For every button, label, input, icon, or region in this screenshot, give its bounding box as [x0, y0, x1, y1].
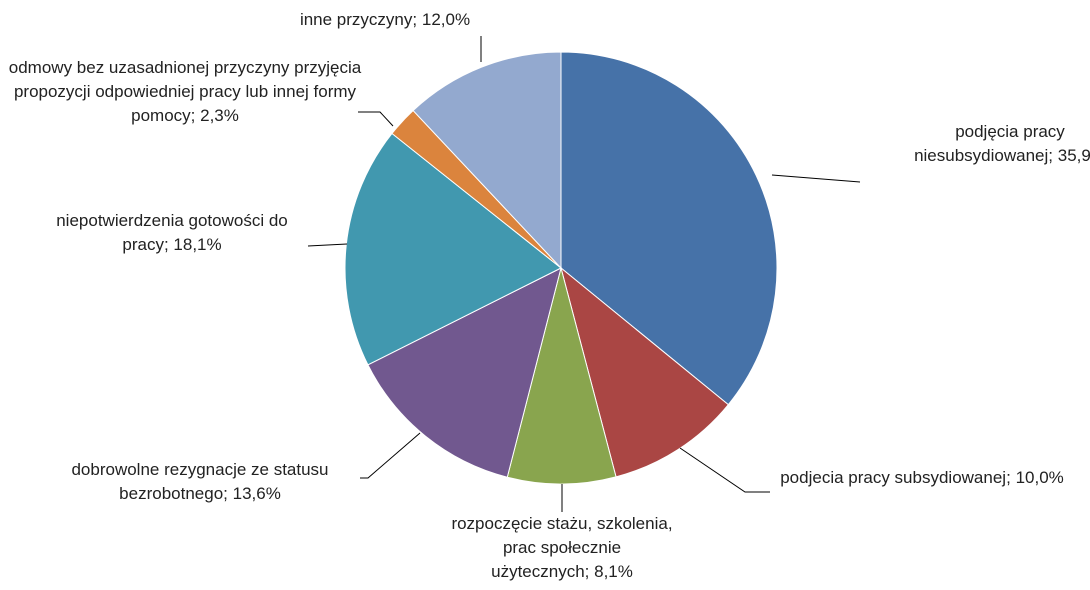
leader-line: [360, 432, 421, 479]
category-label: rozpoczęcie stażu, szkolenia, prac społe…: [451, 514, 673, 581]
pie-slice: [412, 51, 562, 270]
data-label: podjęcia pracy niesubsydiowanej;35,9%: [895, 120, 1090, 168]
pie-slice: [344, 132, 562, 366]
category-label: podjecia pracy subsydiowanej;: [780, 468, 1011, 487]
leader-line: [307, 243, 348, 247]
value-label: 13,6%: [232, 484, 281, 503]
data-label: inne przyczyny; 12,0%: [255, 8, 515, 32]
value-label: 2,3%: [200, 106, 239, 125]
value-label: 10,0%: [1015, 468, 1064, 487]
value-label: 12,0%: [421, 10, 471, 29]
category-label: inne przyczyny;: [299, 10, 418, 29]
pie-slice: [560, 51, 778, 406]
category-label: odmowy bez uzasadnionej przyczyny przyję…: [8, 58, 362, 125]
category-label: niepotwierdzenia gotowości do pracy;: [56, 211, 288, 254]
data-label: niepotwierdzenia gotowości do pracy; 18,1…: [37, 209, 307, 257]
leader-line: [679, 447, 770, 493]
pie-slice: [367, 267, 562, 478]
data-label: dobrowolne rezygnacje ze statusu bezrobo…: [35, 458, 365, 506]
category-label: dobrowolne rezygnacje ze statusu bezrobo…: [71, 460, 329, 503]
pie-slice: [506, 266, 617, 485]
pie-slice: [560, 266, 729, 478]
category-label: podjęcia pracy niesubsydiowanej;: [914, 122, 1065, 165]
value-label: 8,1%: [594, 562, 633, 581]
leader-line: [771, 174, 861, 183]
leader-line: [358, 111, 394, 127]
value-label: 35,9%: [1057, 146, 1090, 165]
data-label: podjecia pracy subsydiowanej; 10,0%: [772, 466, 1072, 490]
value-label: 18,1%: [173, 235, 222, 254]
data-label: odmowy bez uzasadnionej przyczyny przyję…: [0, 56, 375, 128]
data-label: rozpoczęcie stażu, szkolenia, prac społe…: [442, 512, 682, 584]
